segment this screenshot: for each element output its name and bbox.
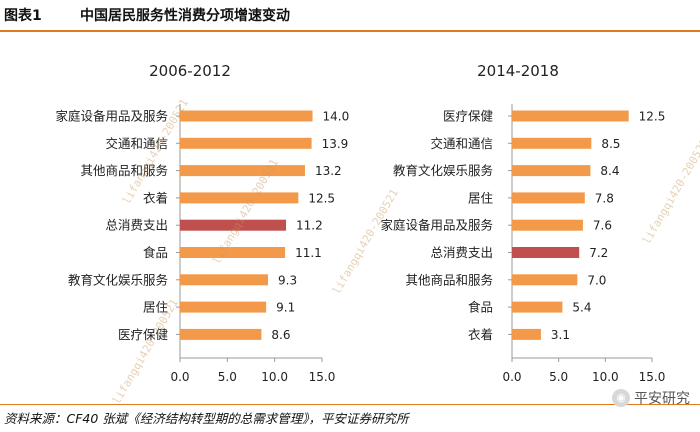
figure-title: 中国居民服务性消费分项增速变动 [80, 8, 290, 24]
data-label: 11.1 [295, 246, 322, 260]
category-label: 医疗保健 [443, 109, 494, 124]
bar [180, 247, 286, 258]
bar [180, 137, 312, 149]
category-label: 交通和通信 [430, 136, 493, 151]
category-label: 教育文化娱乐服务 [393, 163, 493, 178]
data-label: 8.6 [271, 328, 290, 342]
data-label: 5.4 [572, 301, 591, 315]
data-label: 8.4 [600, 164, 619, 178]
category-label: 居住 [468, 190, 494, 205]
bar [180, 192, 299, 204]
data-label: 7.6 [593, 219, 612, 233]
category-label: 其他商品和服务 [405, 272, 493, 287]
data-label: 13.9 [322, 137, 349, 151]
bar [512, 301, 563, 313]
bar [180, 219, 287, 231]
source-note: 资料来源：CF40 张斌《经济结构转型期的总需求管理》，平安证券研究所 [4, 411, 409, 426]
x-tick-label: 5.0 [218, 370, 237, 384]
category-label: 食品 [143, 245, 168, 260]
x-tick-label: 10.0 [261, 370, 288, 384]
x-tick-label: 5.0 [549, 370, 568, 384]
bar [512, 247, 580, 258]
data-label: 12.5 [308, 191, 335, 205]
bar [512, 274, 578, 286]
bar [180, 328, 262, 340]
wechat-icon: ◉ [612, 389, 630, 407]
chart-title-right: 2014-2018 [477, 62, 559, 80]
data-label: 11.2 [296, 219, 323, 233]
data-label: 13.2 [315, 164, 342, 178]
category-label: 食品 [468, 300, 493, 315]
bar [180, 274, 269, 286]
x-tick-label: 15.0 [639, 370, 666, 384]
category-label: 家庭设备用品及服务 [380, 218, 493, 233]
category-label: 其他商品和服务 [80, 163, 168, 178]
bar [512, 328, 541, 340]
x-tick-label: 10.0 [592, 370, 619, 384]
chart-title-left: 2006-2012 [149, 62, 231, 80]
bar [180, 301, 267, 313]
bar [512, 137, 592, 149]
category-label: 居住 [143, 300, 169, 315]
figure-label: 图表1 [4, 8, 42, 24]
category-label: 衣着 [468, 327, 493, 342]
bar [180, 110, 313, 122]
bar [512, 192, 585, 204]
data-label: 14.0 [323, 110, 350, 124]
data-label: 7.8 [595, 191, 614, 205]
bar [512, 165, 591, 177]
data-label: 9.1 [276, 301, 295, 315]
data-label: 3.1 [551, 328, 570, 342]
category-label: 衣着 [143, 190, 168, 205]
bar [512, 110, 629, 122]
x-tick-label: 0.0 [170, 370, 189, 384]
category-label: 教育文化娱乐服务 [68, 272, 168, 287]
x-tick-label: 15.0 [309, 370, 336, 384]
bar [180, 165, 305, 177]
category-label: 医疗保健 [118, 327, 169, 342]
data-label: 7.2 [589, 246, 608, 260]
brand-name: 平安研究 [634, 391, 690, 407]
category-label: 交通和通信 [105, 136, 168, 151]
brand-logo: ◉ 平安研究 [612, 388, 690, 408]
data-label: 7.0 [587, 273, 606, 287]
footer-divider [0, 404, 700, 405]
data-label: 9.3 [278, 273, 297, 287]
category-label: 总消费支出 [105, 218, 168, 233]
data-label: 8.5 [601, 137, 620, 151]
category-label: 总消费支出 [430, 245, 493, 260]
bar [512, 219, 583, 231]
data-label: 12.5 [639, 110, 666, 124]
figure-header: 图表1 中国居民服务性消费分项增速变动 [0, 0, 700, 32]
category-label: 家庭设备用品及服务 [55, 109, 168, 124]
x-tick-label: 0.0 [502, 370, 521, 384]
